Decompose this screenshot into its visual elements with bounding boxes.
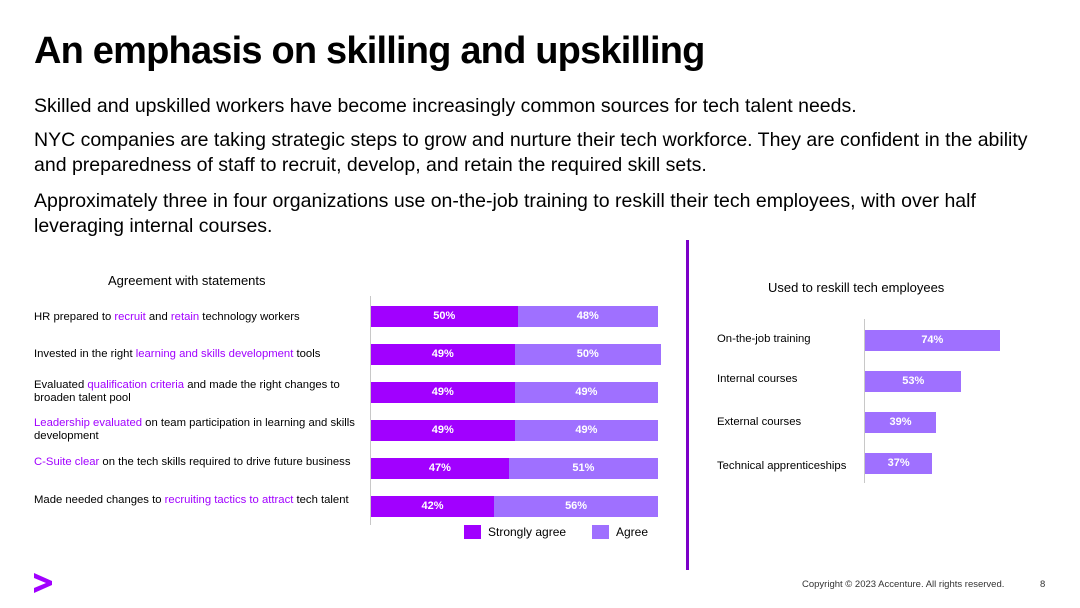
highlighted-text: recruit — [114, 311, 146, 323]
bar-agree — [514, 420, 659, 441]
label-text: technology workers — [199, 311, 300, 323]
reskill-row-label: Technical apprenticeships — [717, 460, 847, 472]
data-label-strongly-agree: 49% — [431, 386, 454, 398]
highlighted-text: recruiting tactics to attract — [164, 494, 294, 506]
data-label-agree: 49% — [575, 386, 598, 398]
label-text: Evaluated — [34, 379, 88, 391]
highlighted-text: retain — [170, 311, 200, 323]
label-text: on the tech skills required to drive fut… — [99, 456, 351, 468]
highlighted-text: qualification criteria — [87, 379, 185, 391]
agreement-row-label: HR prepared to recruit and retain techno… — [34, 311, 364, 324]
data-label-agree: 51% — [572, 462, 595, 474]
intro-paragraph-1: Skilled and upskilled workers have becom… — [34, 95, 857, 117]
legend-swatch-agree — [592, 525, 609, 539]
data-label-reskill: 74% — [921, 334, 944, 346]
label-text: Invested in the right — [34, 348, 136, 360]
bar-agree — [514, 382, 659, 403]
bar-reskill — [865, 453, 933, 474]
label-text: tech talent — [293, 494, 349, 506]
data-label-reskill: 53% — [902, 375, 925, 387]
label-text: and made the right changes to broaden ta… — [34, 379, 340, 404]
bar-agree — [517, 306, 659, 327]
label-text: Made needed changes to — [34, 494, 165, 506]
agreement-row-label: Invested in the right learning and skill… — [34, 348, 364, 361]
page-number: 8 — [1040, 579, 1046, 590]
data-label-agree: 56% — [565, 500, 588, 512]
agreement-row-label: C-Suite clear on the tech skills require… — [34, 456, 364, 469]
accenture-logo-icon — [34, 573, 52, 593]
data-label-reskill: 39% — [889, 416, 912, 428]
data-label-reskill: 37% — [887, 457, 910, 469]
page-title: An emphasis on skilling and upskilling — [34, 30, 705, 72]
agreement-row-label: Made needed changes to recruiting tactic… — [34, 494, 364, 507]
bar-strongly-agree — [371, 458, 509, 479]
bar-strongly-agree — [371, 344, 515, 365]
bar-agree — [514, 344, 662, 365]
bar-agree — [494, 496, 659, 517]
label-text: HR prepared to — [34, 311, 115, 323]
reskill-row-label: External courses — [717, 416, 802, 428]
reskill-row-label: Internal courses — [717, 373, 798, 385]
bar-strongly-agree — [371, 306, 518, 327]
agreement-axis-line — [370, 296, 371, 525]
bar-strongly-agree — [371, 496, 495, 517]
intro-paragraph-2: NYC companies are taking strategic steps… — [34, 129, 1028, 176]
footer-copyright: Copyright © 2023 Accenture. All rights r… — [802, 579, 1005, 590]
agreement-chart-title: Agreement with statements — [108, 273, 266, 288]
bar-agree — [508, 458, 659, 479]
data-label-strongly-agree: 50% — [433, 310, 456, 322]
legend-label-strongly-agree: Strongly agree — [488, 525, 567, 539]
highlighted-text: Leadership evaluated — [34, 417, 143, 429]
label-text: tools — [293, 348, 321, 360]
bar-reskill — [865, 371, 962, 392]
reskill-chart-title: Used to reskill tech employees — [768, 280, 945, 295]
bar-strongly-agree — [371, 420, 515, 441]
bar-reskill — [865, 330, 1000, 351]
label-text: and — [145, 311, 171, 323]
section-divider — [686, 240, 689, 570]
data-label-agree: 49% — [575, 424, 598, 436]
highlighted-text: C-Suite clear — [34, 456, 100, 468]
bar-reskill — [865, 412, 936, 433]
bar-strongly-agree — [371, 382, 515, 403]
label-text: on team participation in learning and sk… — [34, 417, 355, 442]
reskill-axis-line — [864, 319, 865, 483]
data-label-agree: 50% — [576, 348, 599, 360]
data-label-strongly-agree: 42% — [421, 500, 444, 512]
data-label-agree: 48% — [576, 310, 599, 322]
data-label-strongly-agree: 47% — [428, 462, 451, 474]
data-label-strongly-agree: 49% — [431, 348, 454, 360]
legend-label-agree: Agree — [616, 525, 649, 539]
legend-swatch-strongly-agree — [464, 525, 481, 539]
agreement-row-label: Leadership evaluated on team participati… — [34, 417, 364, 443]
intro-paragraph-3: Approximately three in four organization… — [34, 190, 976, 237]
agreement-row-label: Evaluated qualification criteria and mad… — [34, 379, 364, 405]
data-label-strongly-agree: 49% — [431, 424, 454, 436]
reskill-row-label: On-the-job training — [717, 333, 811, 345]
highlighted-text: learning and skills development — [135, 348, 294, 360]
